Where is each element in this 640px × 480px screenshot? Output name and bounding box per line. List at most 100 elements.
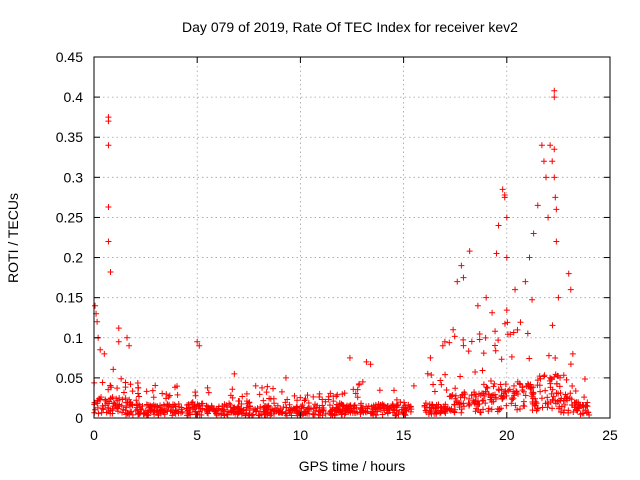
data-point: [226, 400, 233, 407]
data-point: [526, 254, 533, 261]
data-point: [395, 402, 402, 409]
data-point: [134, 402, 141, 409]
data-point: [107, 395, 114, 402]
data-point: [224, 411, 231, 418]
data-point: [496, 387, 503, 394]
data-point: [451, 401, 458, 408]
data-point: [442, 371, 449, 378]
x-tick-label: 15: [396, 427, 412, 443]
data-point: [542, 400, 549, 407]
data-point: [105, 238, 112, 245]
data-point: [115, 325, 122, 332]
data-point: [105, 400, 112, 407]
data-point: [466, 248, 473, 255]
data-point: [236, 397, 243, 404]
data-point: [135, 390, 142, 397]
data-point: [221, 406, 228, 413]
data-point: [105, 204, 112, 211]
data-point: [506, 386, 513, 393]
data-point: [247, 403, 254, 410]
data-point: [460, 336, 467, 343]
data-point: [389, 409, 396, 416]
data-point: [306, 410, 313, 417]
data-point: [148, 404, 155, 411]
data-point: [334, 404, 341, 411]
data-point: [243, 404, 250, 411]
data-point: [92, 302, 99, 309]
data-point: [476, 331, 483, 338]
data-point: [522, 278, 529, 285]
data-point: [458, 262, 465, 269]
data-point: [557, 390, 564, 397]
data-point: [560, 372, 567, 379]
data-point: [171, 401, 178, 408]
data-point: [476, 336, 483, 343]
data-point: [294, 397, 301, 404]
data-point: [451, 401, 458, 408]
data-point: [250, 407, 257, 414]
data-point: [485, 391, 492, 398]
data-point: [510, 329, 517, 336]
data-point: [205, 410, 212, 417]
data-point: [534, 202, 541, 209]
data-point: [538, 395, 545, 402]
data-point: [514, 326, 521, 333]
data-point: [565, 409, 572, 416]
data-point: [491, 342, 498, 349]
data-point: [126, 342, 133, 349]
data-point: [185, 401, 192, 408]
data-point: [342, 410, 349, 417]
data-point: [228, 409, 235, 416]
data-point: [264, 410, 271, 417]
data-point: [503, 402, 510, 409]
data-point: [262, 403, 269, 410]
data-point: [391, 387, 398, 394]
data-point: [433, 409, 440, 416]
data-point: [503, 214, 510, 221]
data-point: [537, 388, 544, 395]
data-point: [540, 373, 547, 380]
data-point: [114, 385, 121, 392]
data-point: [196, 342, 203, 349]
data-point: [504, 331, 511, 338]
data-point: [452, 395, 459, 402]
data-point: [555, 294, 562, 301]
data-point: [472, 368, 479, 375]
data-point: [198, 411, 205, 418]
data-point: [325, 396, 332, 403]
data-point: [101, 350, 108, 357]
data-point: [489, 309, 496, 316]
data-point: [442, 401, 449, 408]
data-point: [584, 399, 591, 406]
data-point: [355, 381, 362, 388]
data-point: [466, 401, 473, 408]
data-point: [341, 390, 348, 397]
data-point: [423, 409, 430, 416]
data-point: [549, 386, 556, 393]
data-point: [501, 194, 508, 201]
data-point: [390, 404, 397, 411]
data-point: [403, 407, 410, 414]
data-point: [569, 350, 576, 357]
data-point: [454, 278, 461, 285]
data-point: [546, 377, 553, 384]
data-point: [479, 390, 486, 397]
data-point: [511, 382, 518, 389]
data-point: [399, 409, 406, 416]
data-point: [175, 401, 182, 408]
data-point: [152, 382, 159, 389]
data-point: [347, 402, 354, 409]
data-point: [240, 410, 247, 417]
data-point: [246, 399, 253, 406]
data-point: [178, 406, 185, 413]
data-point: [427, 407, 434, 414]
data-point: [377, 404, 384, 411]
data-point: [536, 382, 543, 389]
data-point: [346, 354, 353, 361]
data-point: [531, 402, 538, 409]
data-point: [213, 410, 220, 417]
data-point: [124, 334, 131, 341]
data-point: [428, 371, 435, 378]
data-point: [460, 400, 467, 407]
data-point: [545, 352, 552, 359]
